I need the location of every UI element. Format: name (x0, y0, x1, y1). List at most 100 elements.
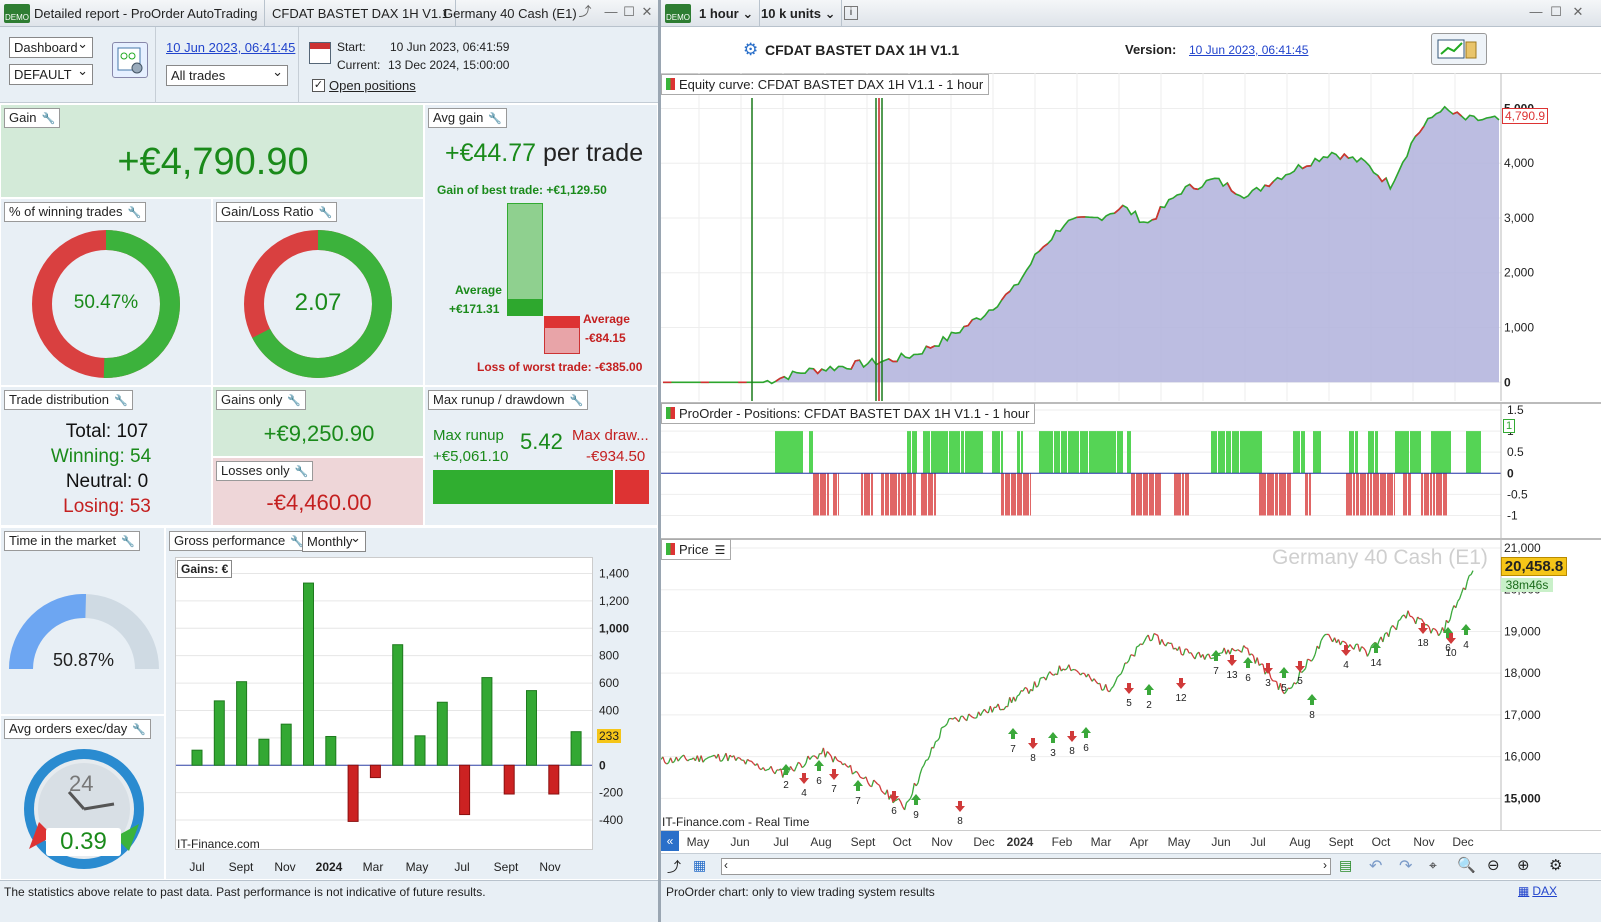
price-candle (1070, 669, 1074, 672)
short-position-bar (1149, 473, 1154, 516)
view-select[interactable]: Dashboard (9, 34, 93, 58)
time-axis-label: Aug (1289, 835, 1311, 849)
calendar-icon[interactable]: ▤ (1339, 857, 1353, 873)
price-candle (1074, 669, 1078, 672)
pin-icon[interactable]: 🔧 (287, 395, 302, 407)
close-icon[interactable]: ✕ (1572, 4, 1584, 19)
long-position-bar (1466, 431, 1472, 474)
scroll-left-icon[interactable]: ‹ (724, 858, 728, 872)
close-icon[interactable]: ✕ (641, 4, 653, 19)
short-position-bar (934, 473, 936, 516)
tab-detailed-report[interactable]: Detailed report - ProOrder AutoTrading (28, 0, 265, 27)
price-title[interactable]: Price ☰ (661, 539, 732, 560)
winning-pct-title[interactable]: % of winning trades 🔧 (4, 202, 147, 222)
zoom-fit-icon[interactable]: 🔍 (1457, 857, 1476, 874)
share-icon[interactable]: ⤴ (667, 859, 681, 875)
long-position-bar (1401, 431, 1409, 474)
trade-distribution-title[interactable]: Trade distribution 🔧 (4, 390, 133, 410)
double-chevron-left-icon[interactable]: « (661, 831, 679, 851)
tab-instrument[interactable]: Germany 40 Cash (E1) (443, 6, 577, 21)
version-link[interactable]: 10 Jun 2023, 06:41:45 (166, 40, 296, 55)
price-candle (880, 790, 884, 794)
minimize-icon[interactable]: — (604, 4, 618, 19)
price-candle (1291, 682, 1295, 688)
drawdown-segment (1264, 181, 1274, 188)
max-runup-title[interactable]: Max runup / drawdown 🔧 (428, 390, 589, 410)
pin-icon[interactable]: 🔧 (569, 395, 584, 407)
period-select[interactable]: Monthly (302, 528, 366, 552)
list-icon[interactable]: ☰ (714, 543, 726, 557)
winning-trades: Winning: 54 (50, 446, 152, 467)
price-candle (1114, 677, 1118, 683)
pin-icon[interactable]: 🔧 (294, 466, 309, 478)
scrollbar[interactable]: ‹ › (721, 858, 1331, 875)
pin-icon[interactable]: 🔧 (290, 536, 304, 548)
price-candle (679, 755, 683, 759)
instrument-link[interactable]: ▦ DAX (1518, 884, 1558, 898)
version-link[interactable]: 10 Jun 2023, 06:41:45 (1189, 43, 1309, 57)
open-positions-label[interactable]: Open positions (329, 78, 416, 93)
gain-title[interactable]: Gain 🔧 (4, 108, 61, 128)
last-price-tag: 20,458.8 (1501, 557, 1567, 576)
trade-count-label: 7 (1010, 744, 1016, 755)
minimize-icon[interactable]: — (1529, 4, 1543, 19)
layout-icon[interactable]: ▦ (693, 857, 707, 873)
long-position-bar (1068, 431, 1076, 474)
buy-marker-icon (1243, 657, 1253, 668)
gain-loss-ratio-title[interactable]: Gain/Loss Ratio 🔧 (216, 202, 338, 222)
pin-icon[interactable]: 🔧 (318, 207, 333, 219)
gross-legend: Gains: € (177, 560, 233, 578)
gross-bar (236, 681, 248, 766)
pin-icon[interactable]: 🔧 (113, 395, 128, 407)
zoom-out-icon[interactable]: ⊖ (1487, 857, 1500, 874)
price-candle (1289, 686, 1293, 690)
price-chart: 21,00020,00019,00018,00017,00016,00015,0… (661, 538, 1541, 830)
buy-marker-icon (1008, 728, 1018, 739)
info-icon[interactable]: i (844, 6, 858, 20)
report-icon[interactable] (1431, 33, 1487, 65)
positions-title[interactable]: ProOrder - Positions: CFDAT BASTET DAX 1… (661, 403, 1036, 424)
pin-icon[interactable]: 🔧 (127, 207, 142, 219)
trades-select[interactable]: All trades (166, 62, 288, 86)
avg-negative-label: Average (583, 312, 630, 326)
avg-orders-title[interactable]: Avg orders exec/day 🔧 (4, 719, 151, 739)
report-settings-icon[interactable] (112, 42, 148, 78)
losses-only-title[interactable]: Losses only 🔧 (216, 461, 314, 481)
scroll-right-icon[interactable]: › (1323, 858, 1327, 872)
zoom-in-icon[interactable]: ⊕ (1517, 857, 1530, 874)
gains-only-title[interactable]: Gains only 🔧 (216, 390, 307, 410)
price-candle (666, 762, 669, 765)
price-candle (822, 747, 826, 758)
price-candle (927, 755, 931, 761)
settings-icon[interactable]: ⚙ (1549, 857, 1563, 874)
maximize-icon[interactable]: ☐ (1550, 4, 1562, 19)
gross-bar (303, 582, 314, 766)
timeframe-select[interactable]: 1 hour ⌄ (693, 0, 761, 27)
profile-select[interactable]: DEFAULT (9, 61, 93, 85)
price-candle (1274, 680, 1277, 683)
share-icon[interactable]: ⤴ (578, 4, 592, 19)
price-candle (1033, 681, 1038, 688)
units-select[interactable]: 10 k units ⌄ (755, 0, 843, 27)
price-candle (801, 765, 805, 769)
long-position-bar (1243, 431, 1249, 474)
drawdown-segment (1414, 125, 1425, 137)
equity-title[interactable]: Equity curve: CFDAT BASTET DAX 1H V1.1 -… (661, 74, 990, 95)
time-in-market-title[interactable]: Time in the market 🔧 (4, 531, 140, 551)
open-positions-checkbox[interactable]: ✓ (312, 79, 325, 92)
undo-icon[interactable]: ↶ (1369, 858, 1383, 875)
price-candle (1138, 643, 1141, 647)
cursor-icon[interactable]: ⌖ (1429, 857, 1437, 873)
pin-icon[interactable]: 🔧 (41, 113, 56, 125)
maximize-icon[interactable]: ☐ (623, 4, 635, 19)
redo-icon[interactable]: ↷ (1399, 858, 1413, 875)
max-runup-label: Max runup (433, 427, 504, 444)
gross-performance-title[interactable]: Gross performance 🔧 (169, 531, 309, 551)
tab-system[interactable]: CFDAT BASTET DAX 1H V1.1 (266, 0, 456, 27)
sell-marker-icon (829, 769, 839, 780)
short-position-bar (1185, 473, 1189, 516)
pin-icon[interactable]: 🔧 (488, 113, 503, 125)
pin-icon[interactable]: 🔧 (132, 724, 146, 736)
pin-icon[interactable]: 🔧 (121, 536, 135, 548)
avg-gain-title[interactable]: Avg gain 🔧 (428, 108, 508, 128)
